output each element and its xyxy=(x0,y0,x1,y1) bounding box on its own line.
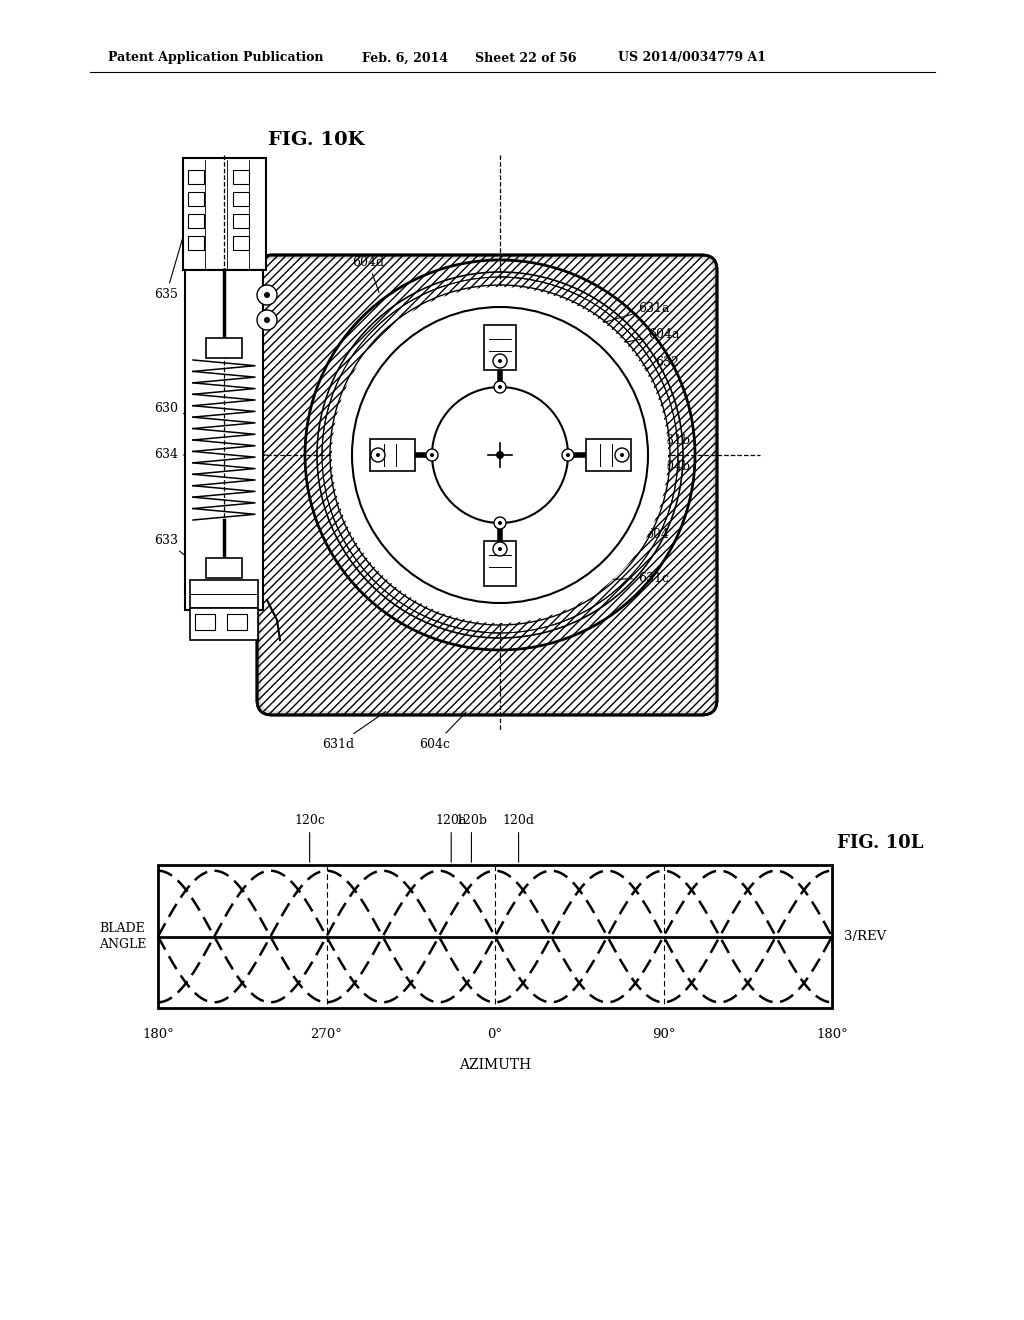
Text: Patent Application Publication: Patent Application Publication xyxy=(108,51,324,65)
Circle shape xyxy=(352,308,648,603)
Circle shape xyxy=(498,521,502,525)
Text: 120c: 120c xyxy=(294,814,325,862)
Text: 604: 604 xyxy=(621,528,669,544)
Circle shape xyxy=(615,447,629,462)
Text: 633: 633 xyxy=(154,533,185,556)
Bar xyxy=(188,170,204,183)
Circle shape xyxy=(430,453,434,457)
Circle shape xyxy=(498,359,502,363)
Bar xyxy=(586,440,631,471)
Text: 630: 630 xyxy=(154,401,185,414)
Circle shape xyxy=(620,453,624,457)
Circle shape xyxy=(496,451,504,459)
Circle shape xyxy=(257,310,278,330)
Text: 120a: 120a xyxy=(435,814,467,862)
Text: 631b: 631b xyxy=(617,433,690,453)
Text: US 2014/0034779 A1: US 2014/0034779 A1 xyxy=(618,51,766,65)
Circle shape xyxy=(332,286,668,623)
Text: 604b: 604b xyxy=(623,459,690,473)
Circle shape xyxy=(566,453,570,457)
Bar xyxy=(185,271,263,610)
Bar xyxy=(233,236,249,249)
Bar xyxy=(188,214,204,228)
Bar xyxy=(158,865,831,1008)
Text: 604c: 604c xyxy=(420,711,466,751)
Text: 604d: 604d xyxy=(352,256,384,293)
Text: 180°: 180° xyxy=(142,1028,174,1041)
Text: 631d: 631d xyxy=(322,711,386,751)
Text: Sheet 22 of 56: Sheet 22 of 56 xyxy=(475,51,577,65)
Circle shape xyxy=(494,381,506,393)
Bar xyxy=(188,191,204,206)
Text: 634: 634 xyxy=(154,449,267,462)
Text: AZIMUTH: AZIMUTH xyxy=(459,1059,531,1072)
Circle shape xyxy=(493,354,507,368)
Circle shape xyxy=(426,449,438,461)
Bar xyxy=(484,541,516,586)
Bar xyxy=(227,614,247,630)
Text: FIG. 10L: FIG. 10L xyxy=(837,834,924,851)
Text: 90°: 90° xyxy=(651,1028,675,1041)
Circle shape xyxy=(376,453,380,457)
Circle shape xyxy=(498,385,502,389)
Bar xyxy=(190,609,258,640)
Text: 3/REV: 3/REV xyxy=(844,931,886,942)
Circle shape xyxy=(562,449,574,461)
Bar xyxy=(233,191,249,206)
Bar xyxy=(183,158,266,271)
Bar xyxy=(370,440,415,471)
Bar xyxy=(206,338,242,358)
Text: 270°: 270° xyxy=(310,1028,342,1041)
Text: 604a: 604a xyxy=(612,329,680,345)
Text: BLADE
ANGLE: BLADE ANGLE xyxy=(98,921,146,950)
Text: 120d: 120d xyxy=(503,814,535,862)
Circle shape xyxy=(264,292,270,298)
Text: 180°: 180° xyxy=(816,1028,848,1041)
Bar xyxy=(190,579,258,609)
Bar xyxy=(233,170,249,183)
Text: 631c: 631c xyxy=(598,572,669,585)
Text: 120b: 120b xyxy=(456,814,487,862)
Text: 0°: 0° xyxy=(487,1028,503,1041)
Bar xyxy=(195,614,215,630)
Circle shape xyxy=(432,387,568,523)
Text: 635: 635 xyxy=(155,232,184,301)
Circle shape xyxy=(371,447,385,462)
Text: 632: 632 xyxy=(638,355,679,371)
Circle shape xyxy=(498,546,502,550)
Bar xyxy=(188,236,204,249)
Bar xyxy=(484,325,516,370)
Bar xyxy=(233,214,249,228)
FancyBboxPatch shape xyxy=(261,259,713,711)
Text: FIG. 10K: FIG. 10K xyxy=(268,131,365,149)
Circle shape xyxy=(257,285,278,305)
Circle shape xyxy=(493,543,507,556)
FancyBboxPatch shape xyxy=(257,255,717,715)
Text: 631a: 631a xyxy=(598,301,670,325)
Bar xyxy=(206,558,242,578)
Text: Feb. 6, 2014: Feb. 6, 2014 xyxy=(362,51,449,65)
Circle shape xyxy=(264,317,270,323)
Circle shape xyxy=(494,517,506,529)
